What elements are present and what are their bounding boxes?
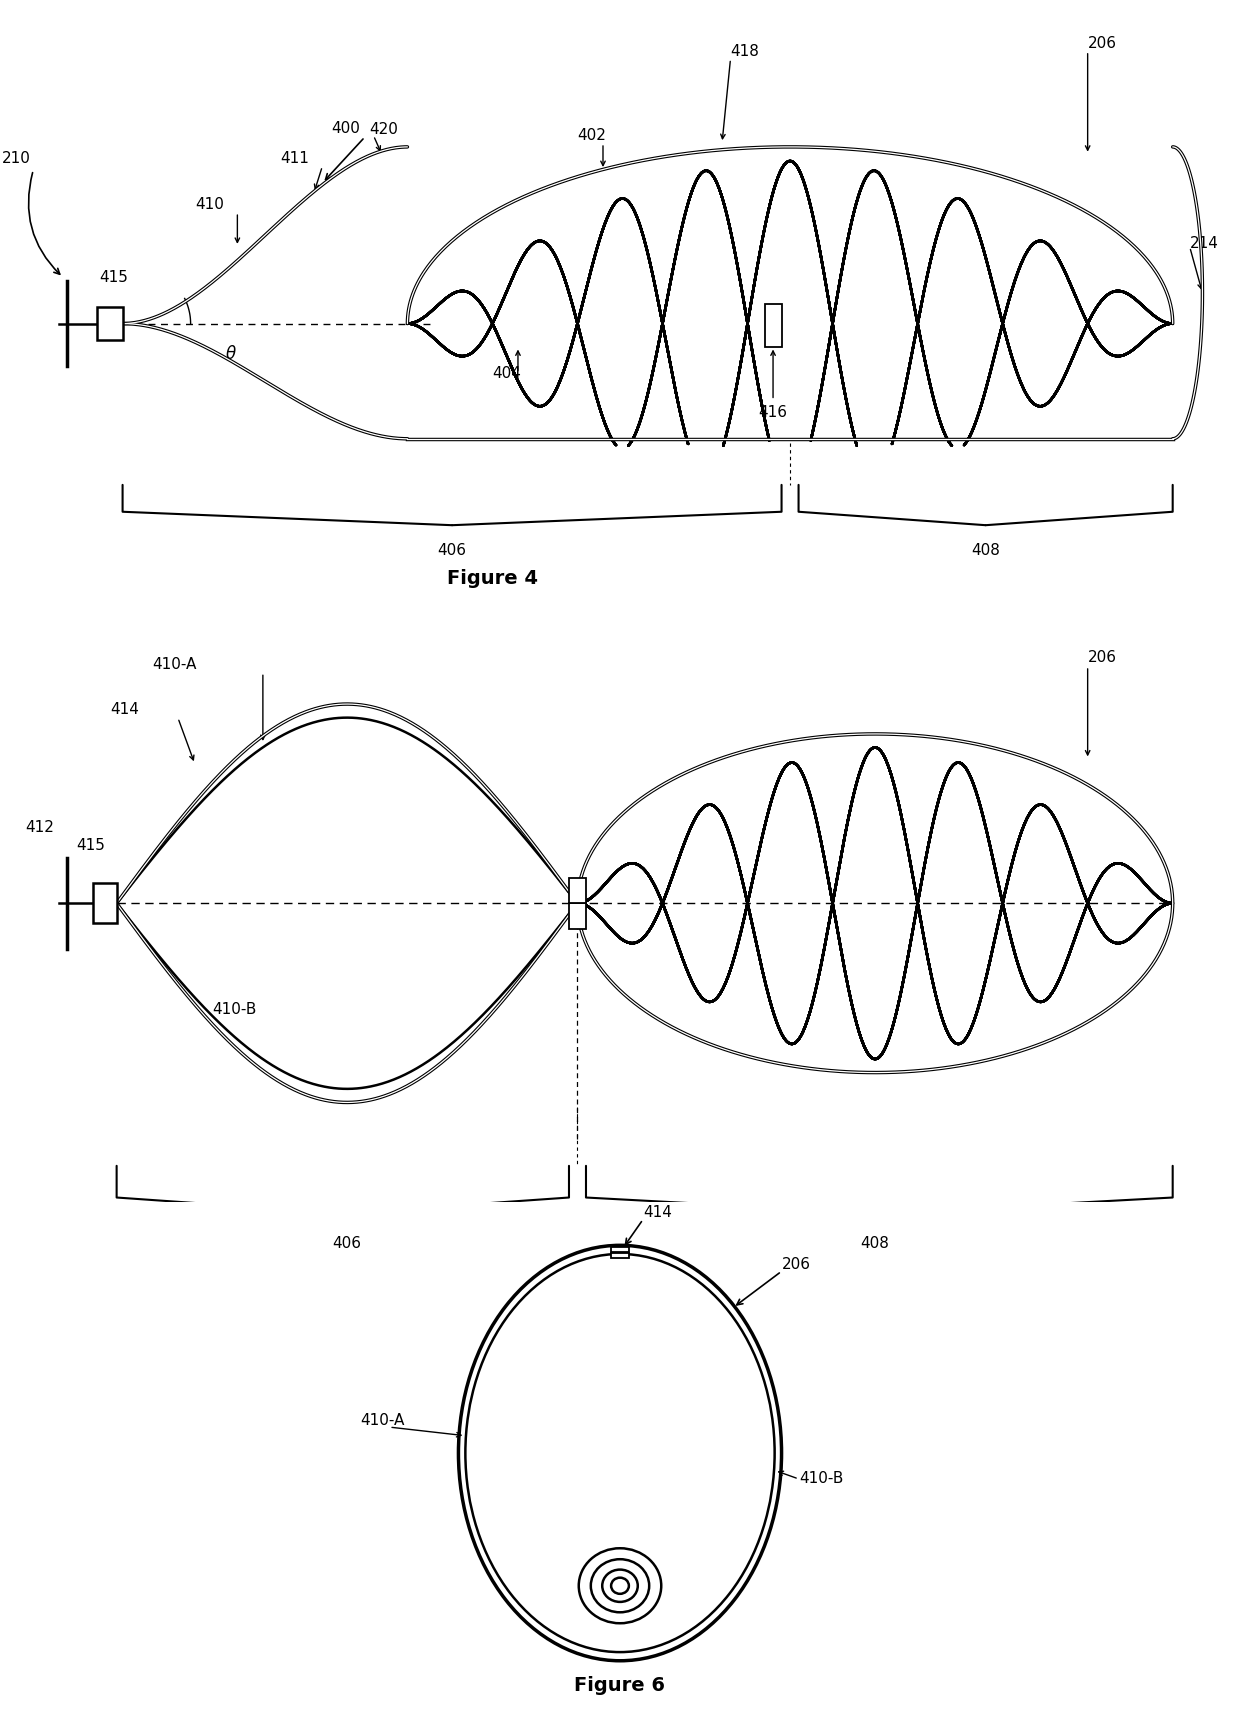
Bar xyxy=(611,1247,629,1253)
Text: 420: 420 xyxy=(370,123,398,137)
Text: 414: 414 xyxy=(644,1204,672,1220)
Text: Figure 4: Figure 4 xyxy=(446,567,538,586)
Text: 406: 406 xyxy=(332,1235,362,1251)
Text: 410: 410 xyxy=(195,197,223,213)
Bar xyxy=(611,1253,629,1258)
Bar xyxy=(765,304,781,348)
Text: 410-B: 410-B xyxy=(799,1470,843,1484)
Bar xyxy=(97,308,123,341)
Text: 416: 416 xyxy=(759,405,787,419)
Text: 408: 408 xyxy=(971,543,1001,557)
Ellipse shape xyxy=(590,1559,650,1612)
Ellipse shape xyxy=(611,1578,629,1593)
Ellipse shape xyxy=(465,1254,775,1652)
Text: 206: 206 xyxy=(1087,36,1117,50)
Bar xyxy=(569,879,587,903)
Text: 410-A: 410-A xyxy=(361,1412,404,1427)
Text: 206: 206 xyxy=(781,1256,811,1272)
Text: 418: 418 xyxy=(730,43,759,59)
Text: $\theta$: $\theta$ xyxy=(224,344,237,363)
Text: 404: 404 xyxy=(492,367,521,381)
Text: 410-A: 410-A xyxy=(153,656,197,671)
Text: Figure 5: Figure 5 xyxy=(574,1296,666,1315)
Text: 210: 210 xyxy=(1,151,31,166)
Text: 406: 406 xyxy=(438,543,466,557)
Text: 400: 400 xyxy=(331,121,360,135)
Bar xyxy=(569,903,587,929)
Text: 402: 402 xyxy=(578,128,606,144)
Text: 408: 408 xyxy=(861,1235,889,1251)
Text: Figure 6: Figure 6 xyxy=(574,1675,666,1694)
Text: 414: 414 xyxy=(110,702,139,716)
Text: 415: 415 xyxy=(76,837,104,853)
Text: 410-B: 410-B xyxy=(212,1002,257,1016)
Text: 206: 206 xyxy=(1087,650,1117,664)
Text: 412: 412 xyxy=(25,820,53,834)
Ellipse shape xyxy=(459,1246,781,1661)
Text: 415: 415 xyxy=(99,270,128,285)
Text: 415: 415 xyxy=(666,1557,696,1571)
Text: 214: 214 xyxy=(1189,235,1219,251)
Ellipse shape xyxy=(603,1569,637,1602)
Ellipse shape xyxy=(579,1548,661,1623)
Bar xyxy=(93,884,117,924)
Text: 411: 411 xyxy=(280,151,309,166)
